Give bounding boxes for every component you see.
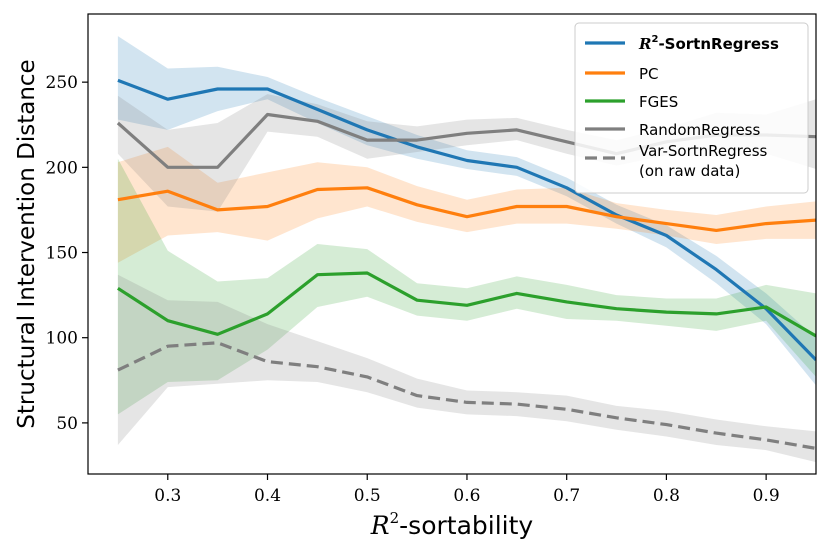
- axes: 0.3 0.4 0.5 0.6 0.7 0.8 0.9 50 100 150 200 250 R2-so…: [14, 13, 817, 540]
- legend-label-r-sortnregress: R2-SortnRegress: [638, 34, 779, 53]
- legend: R2-SortnRegress PC FGES RandomRegress Var-So…: [574, 22, 809, 194]
- x-tick-label: 0.6: [453, 486, 480, 506]
- legend-label-randomregress: RandomRegress: [639, 121, 760, 139]
- legend-label-var-sortnregress-on-raw-data-line1: Var-SortnRegress: [639, 142, 768, 160]
- y-tick-label: 150: [46, 244, 78, 264]
- x-axis-title: R2-sortability: [370, 509, 534, 540]
- x-tick-label: 0.4: [254, 486, 281, 506]
- band-r-sortnregress: [117, 36, 816, 386]
- line-r-sortnregress: [117, 78, 816, 362]
- legend-label-fges: FGES: [639, 93, 678, 111]
- confidence-bands: [117, 36, 816, 463]
- x-tick-label: 0.8: [653, 486, 680, 506]
- y-tick-label: 250: [46, 73, 78, 93]
- y-tick-label: 200: [46, 158, 78, 178]
- x-tick-label: 0.3: [154, 486, 181, 506]
- line-var-sortnregress-on-raw-data: [117, 341, 816, 450]
- legend-box: [574, 22, 809, 194]
- y-tick-label: 50: [56, 414, 78, 434]
- line-fges: [117, 271, 816, 338]
- band-pc: [117, 146, 816, 263]
- band-var-sortnregress-on-raw-data: [117, 274, 816, 463]
- plot-frame: [87, 13, 817, 475]
- y-axis-title: Structural Intervention Distance: [14, 59, 40, 428]
- x-tick-label: 0.9: [753, 486, 780, 506]
- line-pc: [117, 186, 816, 232]
- legend-label-pc: PC: [639, 65, 659, 83]
- band-fges: [117, 158, 816, 415]
- band-randomregress: [117, 94, 816, 212]
- y-tick-label: 100: [46, 329, 78, 349]
- legend-label-var-sortnregress-on-raw-data-line2: (on raw data): [639, 162, 740, 180]
- x-tick-label: 0.5: [354, 486, 381, 506]
- x-tick-label: 0.7: [553, 486, 580, 506]
